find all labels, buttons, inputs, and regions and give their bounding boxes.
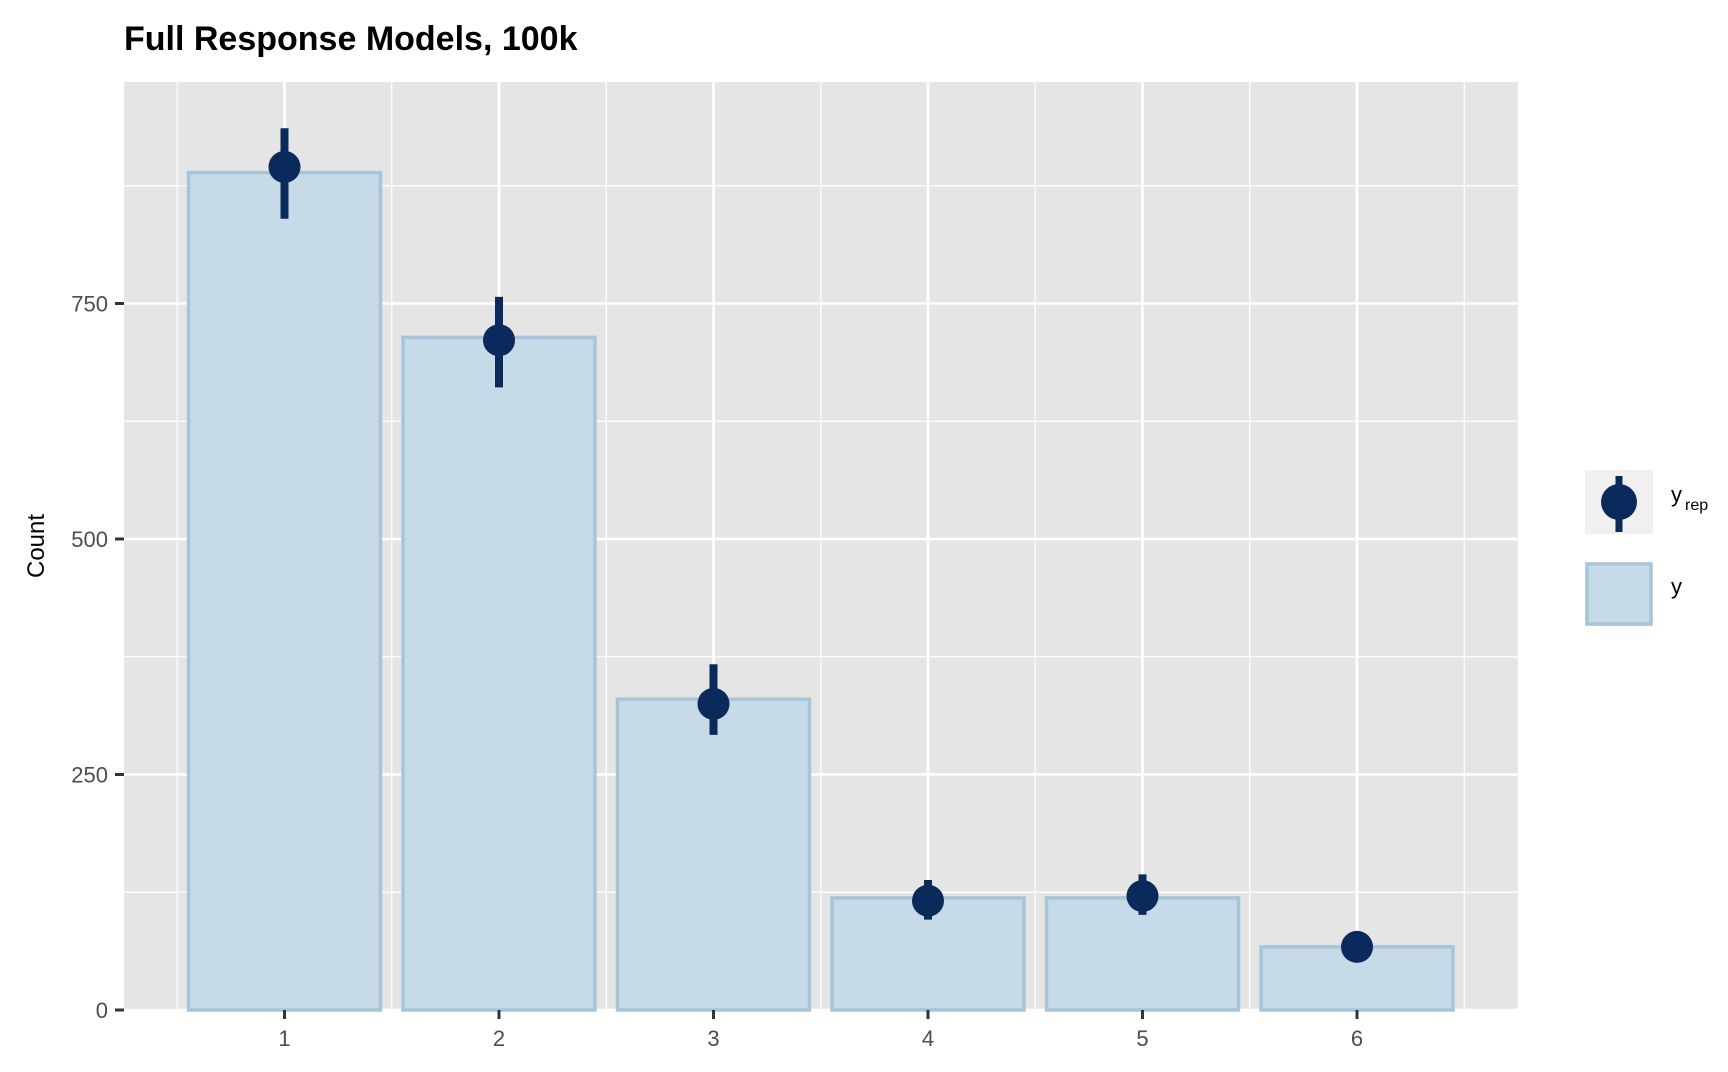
- x-tick-label: 3: [707, 1026, 719, 1051]
- legend-point: [1601, 484, 1637, 520]
- y-tick-label: 0: [96, 998, 108, 1023]
- y-tick-label: 500: [71, 527, 108, 552]
- x-tick-label: 4: [922, 1026, 934, 1051]
- y-tick-label: 250: [71, 763, 108, 788]
- point-3: [697, 687, 730, 720]
- point-5: [1126, 880, 1159, 913]
- legend-label: y: [1671, 574, 1682, 599]
- bars: [186, 170, 1455, 1012]
- y-axis-title: Count: [23, 514, 50, 578]
- axes: 0 250 500 750 1 2 3 4 5 6: [71, 292, 1363, 1052]
- point-1: [268, 150, 301, 183]
- y-tick-label: 750: [71, 292, 108, 317]
- point-4: [912, 884, 944, 917]
- chart-title: Full Response Models, 100k: [124, 20, 578, 58]
- x-tick-label: 1: [278, 1026, 290, 1051]
- x-tick-label: 6: [1351, 1026, 1363, 1051]
- legend-bar: [1585, 562, 1653, 626]
- x-tick-label: 2: [493, 1026, 505, 1051]
- bar-2: [401, 335, 597, 1012]
- legend-label: y rep: [1671, 482, 1708, 514]
- legend-label-subscript: rep: [1685, 497, 1708, 514]
- point-6: [1341, 930, 1373, 963]
- point-2: [483, 324, 515, 357]
- x-tick-label: 5: [1136, 1026, 1148, 1051]
- legend: y rep y: [1585, 470, 1708, 626]
- bar-3: [615, 697, 812, 1012]
- bar-1: [186, 170, 383, 1012]
- pointranges: [268, 128, 1373, 963]
